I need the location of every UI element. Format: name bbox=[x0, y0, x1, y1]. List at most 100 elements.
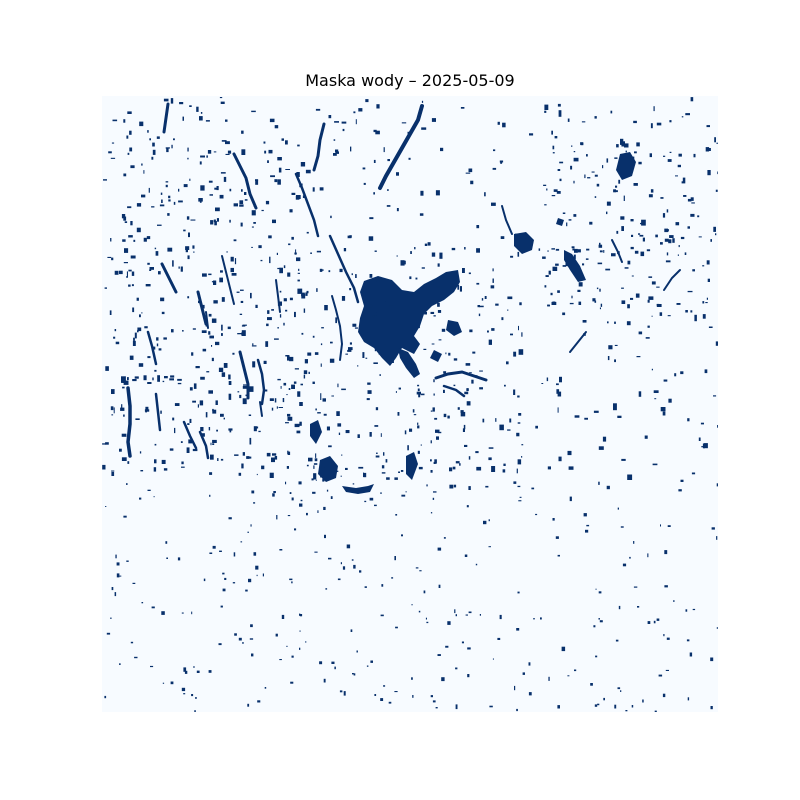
water-pixel bbox=[351, 559, 354, 561]
water-pixel bbox=[345, 467, 348, 470]
water-pixel bbox=[421, 267, 425, 269]
water-pixel bbox=[432, 297, 435, 300]
water-pixel bbox=[638, 161, 642, 165]
water-pixel bbox=[440, 147, 444, 152]
water-pixel bbox=[223, 176, 227, 182]
water-pixel bbox=[216, 218, 219, 222]
water-pixel bbox=[409, 459, 411, 464]
water-pixel bbox=[164, 376, 168, 379]
water-pixel bbox=[635, 293, 640, 298]
water-pixel bbox=[281, 614, 285, 619]
water-pixel bbox=[493, 149, 496, 152]
water-pixel bbox=[625, 150, 627, 153]
water-pixel bbox=[289, 209, 293, 213]
water-pixel bbox=[209, 552, 213, 554]
water-pixel bbox=[715, 341, 718, 346]
water-pixel bbox=[316, 250, 321, 253]
water-pixel bbox=[594, 174, 598, 177]
water-pixel bbox=[209, 494, 211, 497]
water-pixel bbox=[430, 512, 433, 514]
water-pixel bbox=[491, 328, 495, 331]
water-pixel bbox=[615, 190, 618, 193]
water-pixel bbox=[328, 445, 332, 448]
water-pixel bbox=[603, 250, 605, 253]
water-pixel bbox=[221, 372, 226, 377]
water-pixel bbox=[433, 393, 435, 396]
water-pixel bbox=[318, 144, 321, 146]
water-pixel bbox=[230, 267, 234, 273]
water-pixel bbox=[602, 436, 607, 442]
water-pixel bbox=[599, 288, 601, 292]
water-pixel bbox=[208, 390, 213, 394]
water-pixel bbox=[647, 553, 649, 558]
water-pixel bbox=[568, 466, 574, 470]
water-pixel bbox=[652, 463, 658, 466]
water-pixel bbox=[669, 235, 674, 238]
water-pixel bbox=[341, 388, 346, 391]
water-pixel bbox=[110, 238, 112, 242]
water-pixel bbox=[237, 391, 240, 393]
water-pixel bbox=[420, 190, 424, 196]
water-pixel bbox=[236, 291, 240, 293]
water-pixel bbox=[464, 444, 468, 447]
water-pixel bbox=[195, 366, 200, 369]
water-mask-map bbox=[102, 96, 718, 712]
water-pixel bbox=[443, 537, 446, 539]
water-pixel bbox=[277, 327, 279, 329]
water-pixel bbox=[521, 444, 524, 446]
water-pixel bbox=[129, 355, 134, 360]
water-pixel bbox=[614, 704, 617, 709]
water-pixel bbox=[314, 352, 319, 355]
water-pixel bbox=[531, 487, 535, 490]
water-pixel bbox=[271, 309, 274, 311]
water-pixel bbox=[261, 465, 265, 470]
water-pixel bbox=[443, 413, 447, 418]
water-pixel bbox=[126, 276, 128, 278]
water-pixel bbox=[706, 125, 710, 128]
water-pixel bbox=[345, 353, 348, 355]
water-pixel bbox=[621, 458, 626, 461]
water-pixel bbox=[441, 677, 445, 682]
water-pixel bbox=[597, 262, 603, 265]
water-pixel bbox=[162, 380, 165, 383]
water-pixel bbox=[262, 573, 264, 577]
water-pixel bbox=[421, 127, 427, 130]
water-pixel bbox=[337, 383, 339, 388]
water-pixel bbox=[687, 226, 690, 229]
water-pixel bbox=[644, 435, 648, 439]
water-pixel bbox=[450, 286, 454, 288]
water-pixel bbox=[517, 459, 522, 465]
water-pixel bbox=[193, 251, 195, 253]
water-pixel bbox=[381, 465, 385, 469]
water-pixel bbox=[135, 418, 140, 420]
water-pixel bbox=[685, 310, 688, 313]
water-pixel bbox=[191, 694, 194, 697]
water-pixel bbox=[203, 578, 206, 582]
water-pixel bbox=[641, 219, 646, 226]
water-pixel bbox=[291, 384, 295, 389]
water-pixel bbox=[374, 425, 379, 427]
water-pixel bbox=[586, 248, 590, 251]
water-pixel bbox=[219, 97, 223, 99]
water-pixel bbox=[313, 465, 315, 469]
water-pixel bbox=[417, 422, 419, 425]
water-pixel bbox=[459, 286, 462, 292]
water-pixel bbox=[627, 304, 630, 309]
water-pixel bbox=[269, 118, 275, 123]
water-pixel bbox=[432, 700, 436, 703]
water-pixel bbox=[439, 252, 443, 259]
water-pixel bbox=[285, 140, 288, 145]
water-pixel bbox=[510, 333, 513, 336]
water-pixel bbox=[434, 417, 438, 420]
water-pixel bbox=[328, 557, 332, 560]
water-pixel bbox=[637, 606, 640, 608]
water-pixel bbox=[520, 236, 526, 239]
water-pixel bbox=[385, 459, 388, 463]
water-pixel bbox=[232, 582, 236, 584]
water-pixel bbox=[123, 262, 128, 264]
water-pixel bbox=[717, 425, 718, 428]
water-pixel bbox=[143, 237, 147, 242]
water-pixel bbox=[594, 116, 597, 119]
water-pixel bbox=[302, 195, 305, 198]
water-pixel bbox=[111, 414, 114, 416]
